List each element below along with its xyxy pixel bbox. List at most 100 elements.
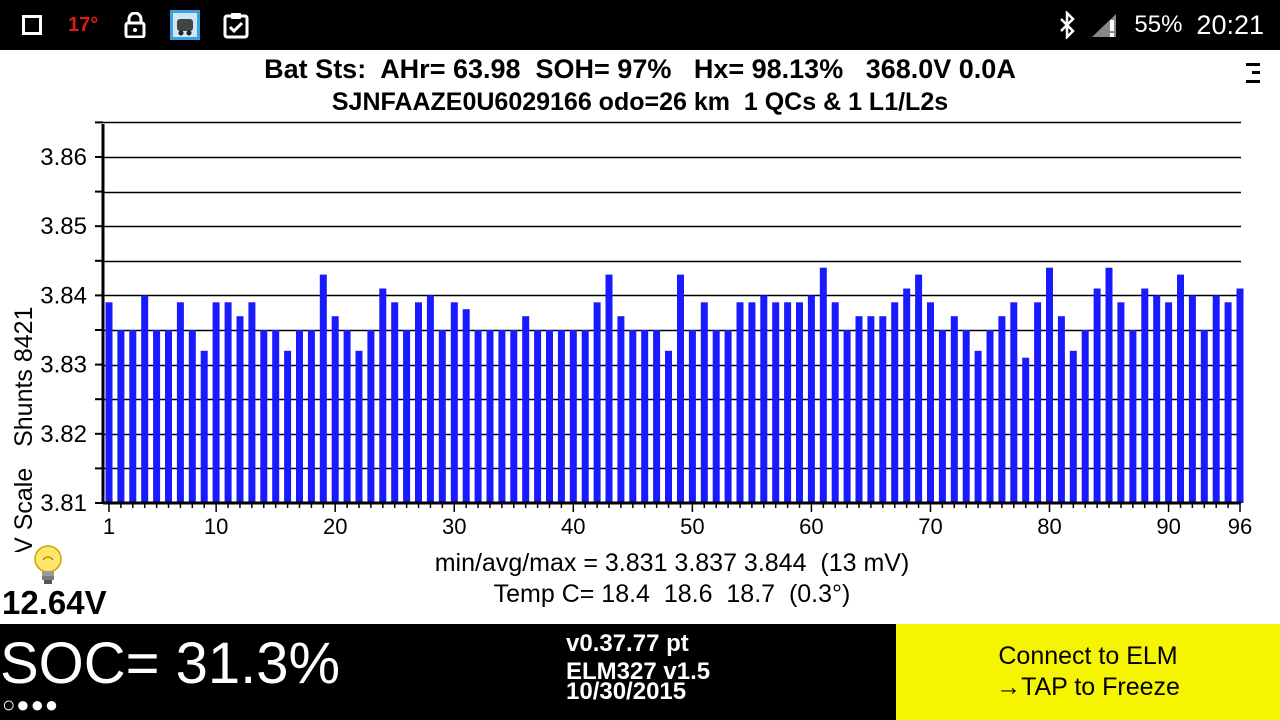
cell-bar: [712, 330, 720, 503]
y-tick-label: 3.86: [40, 144, 87, 171]
cell-bar: [593, 302, 601, 503]
cell-bar: [1141, 288, 1149, 503]
cell-bar: [415, 302, 422, 503]
cell-bar: [296, 330, 303, 503]
cell-bar: [855, 316, 863, 503]
cell-bar: [843, 330, 851, 503]
chart-axes: [95, 121, 1241, 512]
cell-bar: [248, 302, 256, 503]
cell-bar: [938, 330, 946, 503]
x-tick-label: 60: [799, 514, 823, 539]
x-tick-label: 90: [1156, 514, 1180, 539]
cell-bar: [617, 316, 625, 503]
cell-bar: [677, 274, 684, 503]
cell-bar: [331, 316, 339, 503]
cell-voltage-chart[interactable]: 3.81 3.82 3.83 3.84 3.85 3.86 1 10 20 30 40 50 60 70…: [0, 120, 1280, 552]
cell-bar: [1153, 295, 1161, 503]
battery-status-line: Bat Sts: AHr= 63.98 SOH= 97% Hx= 98.13% …: [264, 54, 1016, 84]
cell-bar: [629, 330, 637, 503]
cell-bar: [760, 295, 768, 503]
cell-bar: [319, 274, 327, 503]
cell-bar: [1105, 267, 1113, 503]
cell-bar: [391, 302, 399, 503]
x-tick-label: 70: [918, 514, 942, 539]
x-tick-label: 20: [323, 514, 347, 539]
menu-icon[interactable]: [1242, 58, 1270, 88]
bluetooth-icon: [1058, 11, 1076, 39]
cell-bar: [1200, 330, 1208, 503]
release-date: 10/30/2015: [566, 678, 687, 705]
cell-bar: [819, 267, 827, 503]
cell-bar: [367, 330, 375, 503]
cell-bar: [807, 295, 815, 503]
cell-bar: [724, 330, 732, 503]
x-tick-label: 96: [1228, 514, 1252, 539]
cell-bar: [1129, 330, 1137, 503]
cell-bar: [962, 330, 970, 503]
cell-bar: [141, 295, 149, 503]
cell-bar: [700, 302, 708, 503]
cell-bar: [272, 330, 280, 503]
x-tick-label: 80: [1037, 514, 1061, 539]
y-axis-label: 50 mV Scale Shunts 8421: [10, 307, 38, 552]
cell-bar: [927, 302, 934, 503]
cell-bar: [772, 302, 780, 503]
y-tick-label: 3.81: [40, 490, 87, 517]
cell-bar: [355, 350, 363, 503]
cell-bar: [105, 302, 113, 503]
status-bar: 17° 55% 20:21: [0, 0, 1280, 50]
app-icon: [170, 10, 201, 40]
cell-bar: [522, 316, 530, 503]
cell-bar: [486, 330, 494, 503]
x-tick-label: 50: [680, 514, 704, 539]
cell-bar: [284, 350, 292, 503]
lightbulb-icon[interactable]: [30, 543, 66, 589]
cell-bar: [736, 302, 744, 503]
page-indicator-dots[interactable]: ○●●●: [2, 692, 60, 717]
chart-bars: [105, 267, 1244, 503]
cell-bar: [343, 330, 351, 503]
temperature-notification: 17°: [68, 13, 99, 36]
cell-bar: [546, 330, 553, 503]
cell-bar: [879, 316, 887, 503]
cell-bar: [796, 302, 803, 503]
temperature-stats: Temp C= 18.4 18.6 18.7 (0.3°): [493, 580, 851, 608]
cell-bar: [1177, 274, 1184, 503]
cell-bar: [915, 274, 923, 503]
cell-bar: [831, 302, 839, 503]
footer-panel: SOC= 31.3% ○●●● v0.37.77 pt ELM327 v1.5 …: [0, 624, 896, 720]
cell-bar: [450, 302, 458, 503]
cell-bar: [426, 295, 434, 503]
y-tick-labels: 3.81 3.82 3.83 3.84 3.85 3.86: [40, 144, 87, 517]
cell-bar: [1057, 316, 1065, 503]
y-tick-label: 3.85: [40, 213, 87, 240]
y-tick-label: 3.82: [40, 421, 87, 448]
min-avg-max: min/avg/max = 3.831 3.837 3.844 (13 mV): [434, 549, 910, 577]
battery-percent: 55%: [1134, 11, 1183, 38]
cell-bar: [986, 330, 994, 503]
cell-bar: [498, 330, 506, 503]
x-tick-label: 10: [204, 514, 228, 539]
cell-bar: [605, 274, 613, 503]
elm-version: ELM327 v1.5: [566, 658, 711, 685]
cell-bar: [165, 330, 172, 503]
cell-bar: [1093, 288, 1101, 503]
cell-bar: [653, 330, 661, 503]
cell-bar: [1117, 302, 1125, 503]
cell-bar: [403, 330, 411, 503]
status-bar-right: 55% 20:21: [1058, 0, 1264, 50]
cell-bar: [224, 302, 232, 503]
cell-bar: [1236, 288, 1244, 503]
cell-bar: [665, 350, 672, 503]
cell-bar: [438, 330, 446, 503]
cell-bar: [176, 302, 184, 503]
cell-bar: [1034, 302, 1042, 503]
cell-bar: [1046, 267, 1053, 503]
cell-bar: [200, 350, 208, 503]
cell-bar: [260, 330, 268, 503]
connect-elm-button[interactable]: Connect to ELM →TAP to Freeze: [896, 624, 1280, 720]
cell-bar: [784, 302, 792, 503]
cell-bar: [474, 330, 482, 503]
cell-bar: [1188, 295, 1196, 503]
soc-readout: SOC= 31.3%: [0, 631, 341, 696]
